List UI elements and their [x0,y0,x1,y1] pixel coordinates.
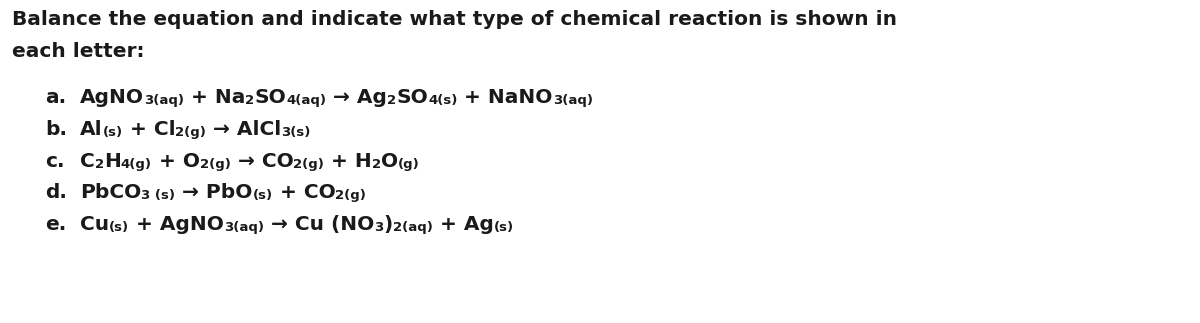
Text: → CO: → CO [230,152,293,171]
Text: + NaNO: + NaNO [457,88,553,107]
Text: each letter:: each letter: [12,42,144,61]
Text: 4(s): 4(s) [428,94,457,107]
Text: 3(aq): 3(aq) [553,94,593,107]
Text: e.: e. [46,215,66,234]
Text: H: H [104,152,121,171]
Text: → Ag: → Ag [326,88,388,107]
Text: 4(aq): 4(aq) [287,94,326,107]
Text: (s): (s) [493,221,514,234]
Text: Cu: Cu [80,215,109,234]
Text: 3: 3 [374,221,384,234]
Text: SO: SO [396,88,428,107]
Text: 2(g): 2(g) [336,189,366,202]
Text: 2(g): 2(g) [293,158,324,171]
Text: + Ag: + Ag [433,215,493,234]
Text: → AlCl: → AlCl [206,120,282,139]
Text: + AgNO: + AgNO [130,215,224,234]
Text: + CO: + CO [272,183,336,202]
Text: O: O [382,152,398,171]
Text: ): ) [384,215,392,234]
Text: Balance the equation and indicate what type of chemical reaction is shown in: Balance the equation and indicate what t… [12,10,898,29]
Text: 2: 2 [372,158,382,171]
Text: → Cu (NO: → Cu (NO [264,215,374,234]
Text: 2(aq): 2(aq) [392,221,433,234]
Text: → PbO: → PbO [175,183,253,202]
Text: 3(aq): 3(aq) [224,221,264,234]
Text: 3(aq): 3(aq) [144,94,184,107]
Text: d.: d. [46,183,67,202]
Text: + O: + O [151,152,199,171]
Text: 2: 2 [388,94,396,107]
Text: + H: + H [324,152,372,171]
Text: PbCO: PbCO [80,183,142,202]
Text: c.: c. [46,152,65,171]
Text: (s): (s) [103,126,122,139]
Text: 4(g): 4(g) [121,158,151,171]
Text: (s): (s) [253,189,272,202]
Text: 2(g): 2(g) [199,158,230,171]
Text: Al: Al [80,120,103,139]
Text: + Na: + Na [184,88,245,107]
Text: C: C [80,152,95,171]
Text: a.: a. [46,88,66,107]
Text: AgNO: AgNO [80,88,144,107]
Text: 2(g): 2(g) [175,126,206,139]
Text: SO: SO [254,88,287,107]
Text: + Cl: + Cl [122,120,175,139]
Text: 2: 2 [95,158,104,171]
Text: 3 (s): 3 (s) [142,189,175,202]
Text: 3(s): 3(s) [282,126,311,139]
Text: (s): (s) [109,221,130,234]
Text: 2: 2 [245,94,254,107]
Text: b.: b. [46,120,67,139]
Text: (g): (g) [398,158,420,171]
